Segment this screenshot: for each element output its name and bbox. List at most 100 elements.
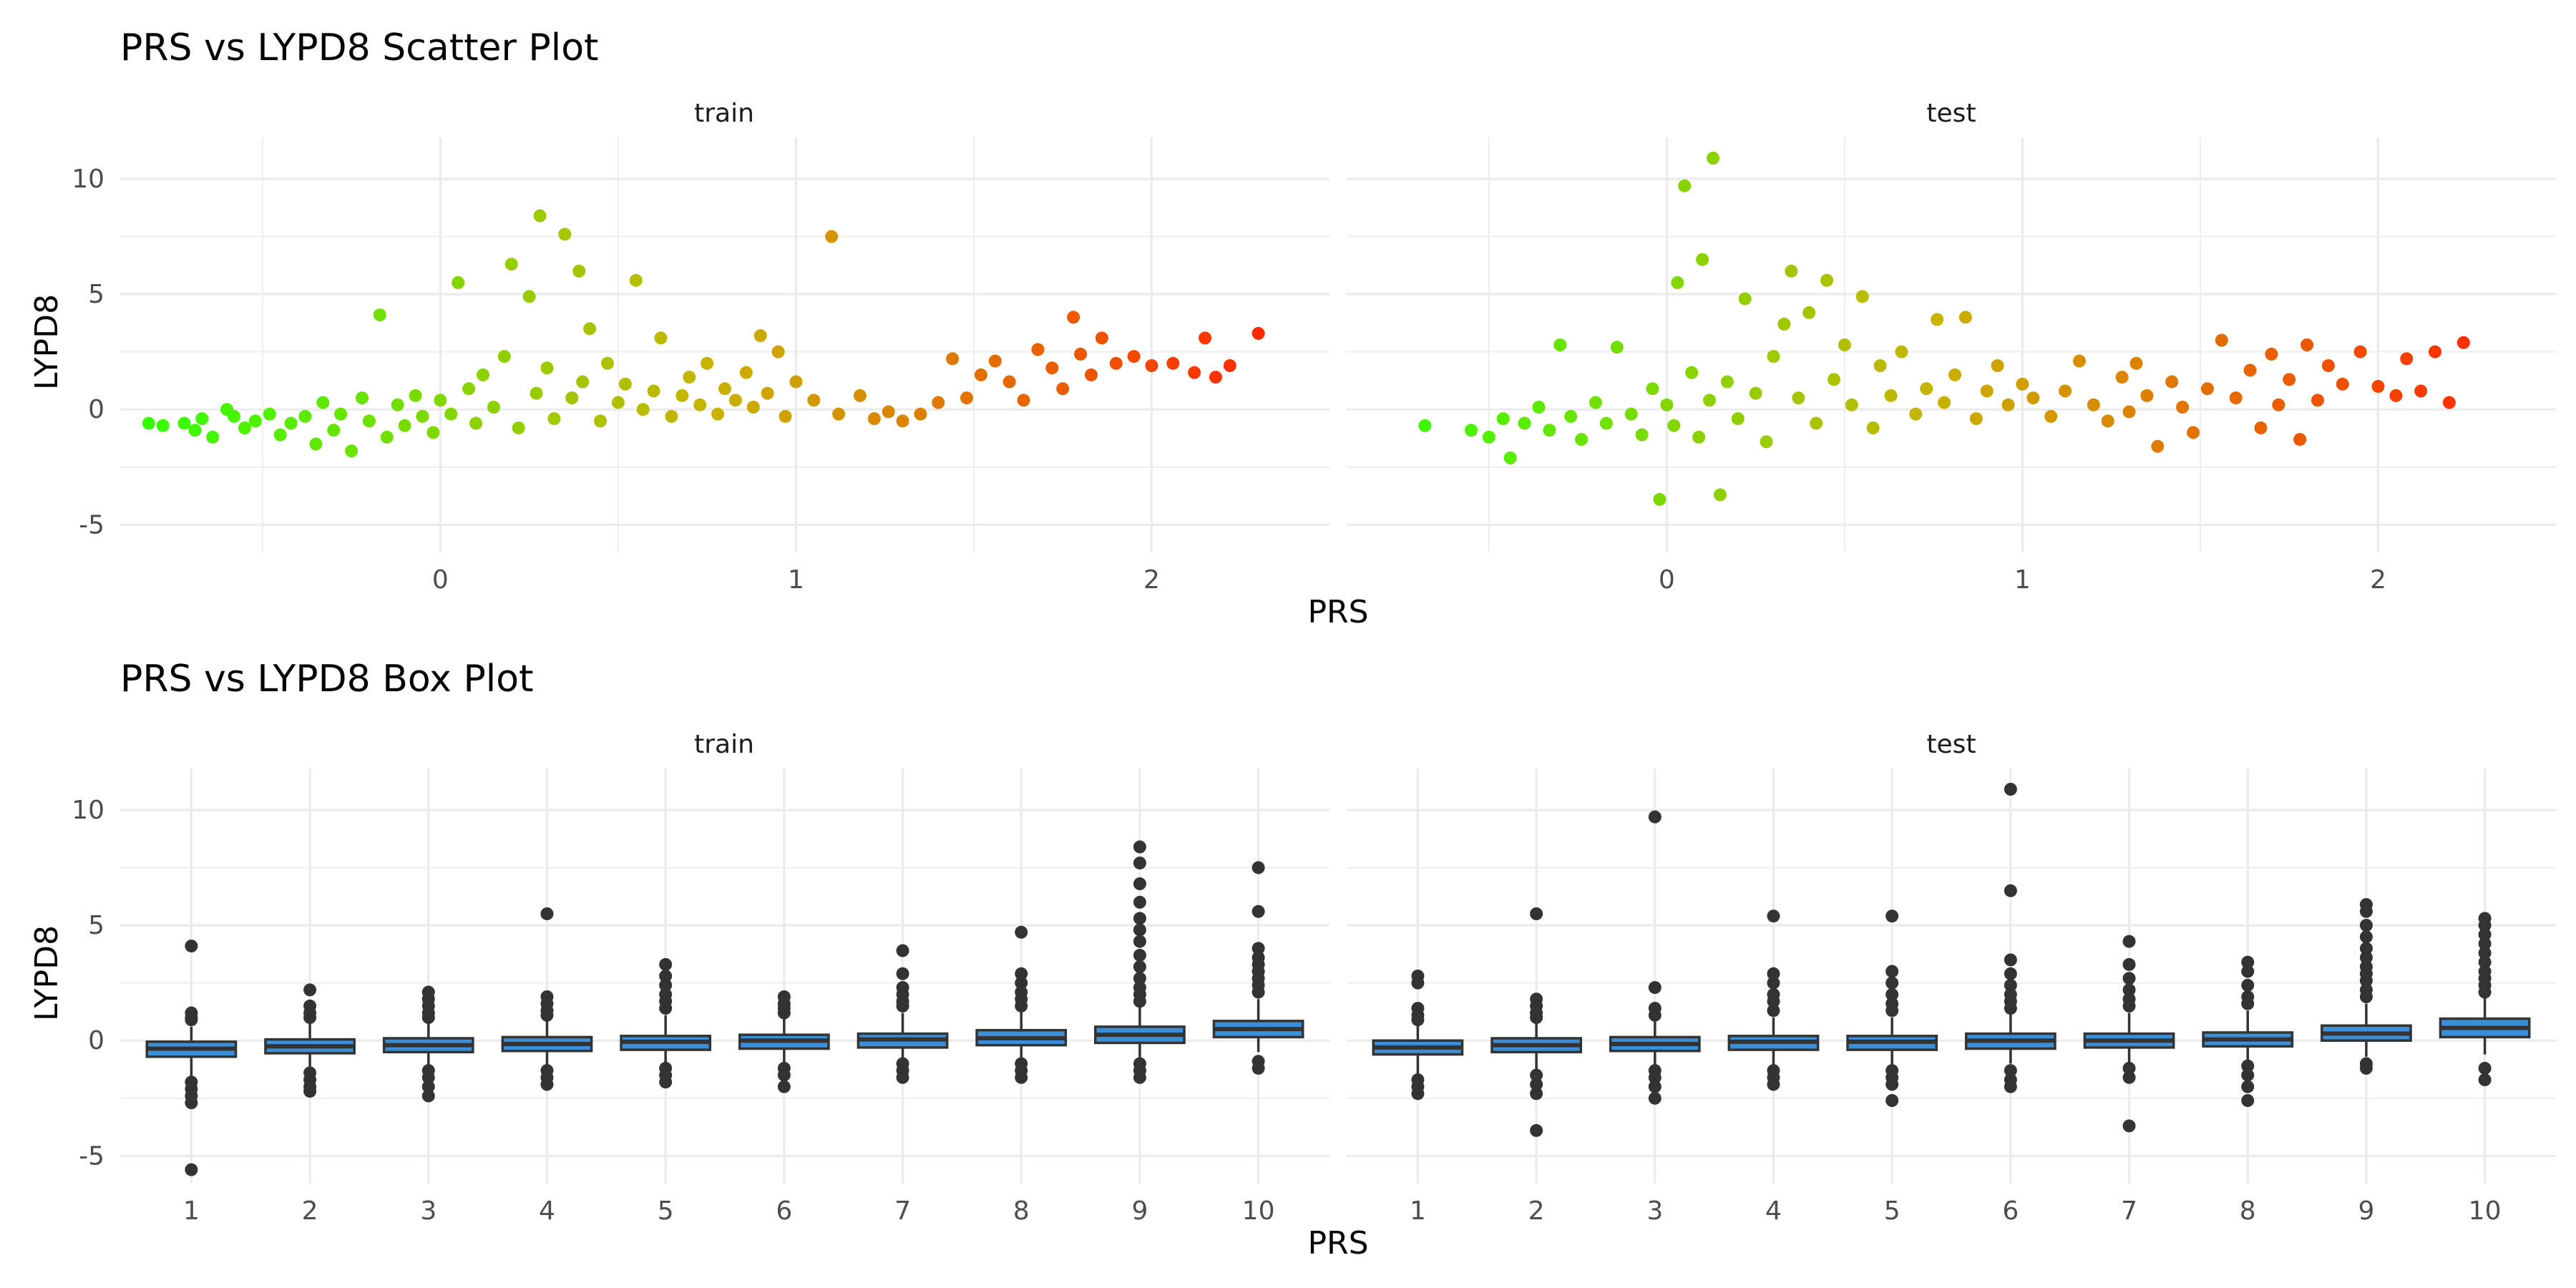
box-outlier: [185, 940, 198, 953]
scatter-point: [1589, 396, 1602, 409]
scatter-point: [1646, 382, 1659, 396]
scatter-panel-test: 0 1 2: [1347, 137, 2556, 595]
scatter-point: [409, 389, 422, 402]
box-outlier: [777, 1080, 791, 1093]
box-outlier: [1133, 935, 1146, 948]
scatter-point: [675, 389, 689, 402]
scatter-point: [533, 209, 547, 223]
box-outlier: [2241, 1068, 2255, 1082]
box-outlier: [777, 1006, 791, 1020]
scatter-point: [2414, 384, 2428, 398]
x-tick-label: 0: [432, 565, 449, 595]
box-outlier: [1252, 1061, 1265, 1075]
scatter-point: [263, 407, 276, 421]
box-outlier: [2241, 978, 2255, 992]
scatter-point: [345, 444, 358, 458]
scatter-point: [2301, 338, 2314, 351]
scatter-point: [753, 329, 767, 343]
scatter-point: [2072, 354, 2086, 368]
scatter-point: [1518, 416, 1531, 430]
scatter-point: [701, 356, 714, 370]
box-strip-train: train: [694, 730, 754, 759]
y-tick-label: 10: [72, 165, 104, 194]
box-outlier: [2478, 955, 2492, 969]
scatter-point: [2336, 377, 2349, 391]
scatter-point: [1838, 338, 1851, 351]
box-outlier: [2122, 999, 2136, 1013]
box-outlier: [2122, 972, 2136, 985]
scatter-point: [1909, 407, 1923, 421]
scatter-point: [1991, 359, 2004, 372]
scatter-point: [946, 352, 960, 366]
scatter-point: [746, 401, 760, 414]
box-outlier: [2359, 930, 2373, 944]
box-outlier: [421, 1089, 435, 1103]
scatter-point: [2151, 439, 2165, 453]
scatter-point: [558, 228, 572, 241]
scatter-point: [1713, 488, 1727, 502]
x-tick-label: 10: [1242, 1196, 1275, 1226]
box-outlier: [1133, 840, 1146, 854]
scatter-point: [2101, 414, 2114, 428]
box-outlier: [421, 1070, 435, 1084]
box-outlier: [2122, 957, 2136, 971]
scatter-point: [1948, 368, 1961, 381]
scatter-point: [572, 264, 586, 278]
scatter-point: [728, 394, 742, 407]
box-outlier: [1530, 907, 1543, 920]
box-outlier: [2359, 990, 2373, 1003]
scatter-y-axis-label: LYPD8: [29, 294, 65, 390]
scatter-point: [362, 414, 376, 428]
scatter-point: [188, 424, 202, 437]
scatter-point: [1496, 412, 1510, 426]
x-tick-label: 8: [1013, 1196, 1030, 1226]
scatter-point: [1482, 430, 1496, 444]
scatter-point: [2115, 371, 2129, 384]
box-outlier: [659, 1002, 673, 1015]
x-tick-label: 4: [1765, 1196, 1782, 1226]
scatter-x-axis-label: PRS: [1307, 594, 1368, 630]
scatter-point: [1738, 292, 1752, 306]
scatter-point: [2200, 382, 2214, 396]
scatter-point: [444, 407, 458, 421]
box-outlier: [2004, 978, 2017, 992]
scatter-point: [1706, 152, 1719, 165]
scatter-strip-test: test: [1926, 99, 1976, 128]
scatter-point: [391, 398, 404, 411]
x-tick-label: 0: [1659, 565, 1675, 595]
scatter-point: [2129, 356, 2143, 370]
box-outlier: [1767, 967, 1780, 980]
box-outlier: [1648, 810, 1662, 824]
x-tick-label: 5: [1884, 1196, 1901, 1226]
scatter-point: [497, 350, 511, 364]
scatter-point: [298, 409, 312, 423]
scatter-point: [1223, 359, 1236, 372]
scatter-point: [2026, 391, 2040, 405]
scatter-point: [683, 371, 696, 384]
scatter-point: [1820, 273, 1834, 287]
scatter-point: [1095, 331, 1108, 345]
scatter-point: [477, 368, 489, 381]
box-y-axis-label: LYPD8: [29, 925, 65, 1021]
scatter-point: [1692, 430, 1706, 444]
box-outlier: [2478, 1061, 2492, 1075]
x-tick-label: 2: [302, 1196, 318, 1226]
scatter-point: [761, 386, 774, 400]
box-outlier: [1767, 976, 1780, 990]
scatter-point: [1418, 419, 1432, 432]
box-strip-test: test: [1926, 730, 1976, 759]
box-outlier: [1133, 895, 1146, 909]
x-tick-label: 6: [2002, 1196, 2019, 1226]
scatter-point: [2293, 433, 2307, 447]
scatter-point: [380, 430, 394, 444]
scatter-point: [1785, 264, 1798, 278]
scatter-point: [1074, 347, 1088, 361]
scatter-point: [1017, 394, 1030, 407]
scatter-point: [2400, 352, 2414, 366]
box-outlier: [2241, 1094, 2255, 1107]
scatter-point: [142, 416, 155, 430]
x-tick-label: 1: [2014, 565, 2031, 595]
box-outlier: [1767, 995, 1780, 1008]
box-outlier: [2478, 919, 2492, 932]
scatter-point: [2187, 426, 2200, 439]
